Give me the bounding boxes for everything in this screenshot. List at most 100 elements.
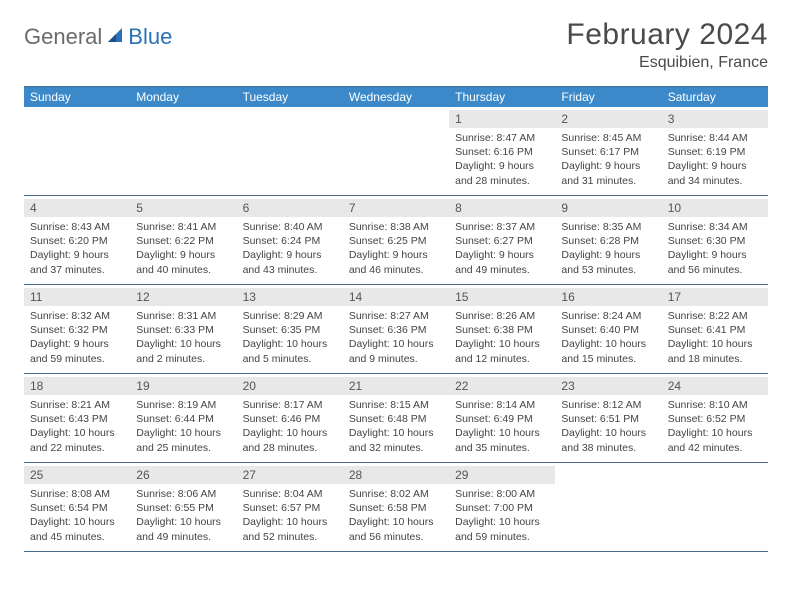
day-number: 6 [237, 199, 343, 217]
sunrise-text: Sunrise: 8:41 AM [136, 220, 230, 234]
daylight-text: Daylight: 10 hours and 56 minutes. [349, 515, 443, 543]
day-details: Sunrise: 8:15 AMSunset: 6:48 PMDaylight:… [349, 398, 443, 455]
sunset-text: Sunset: 6:36 PM [349, 323, 443, 337]
day-number: 17 [662, 288, 768, 306]
day-number: 21 [343, 377, 449, 395]
day-details: Sunrise: 8:14 AMSunset: 6:49 PMDaylight:… [455, 398, 549, 455]
daylight-text: Daylight: 9 hours and 56 minutes. [668, 248, 762, 276]
daylight-text: Daylight: 10 hours and 28 minutes. [243, 426, 337, 454]
day-header: Tuesday [237, 87, 343, 108]
day-details: Sunrise: 8:02 AMSunset: 6:58 PMDaylight:… [349, 487, 443, 544]
daylight-text: Daylight: 9 hours and 31 minutes. [561, 159, 655, 187]
daylight-text: Daylight: 9 hours and 40 minutes. [136, 248, 230, 276]
day-cell [555, 463, 661, 552]
daylight-text: Daylight: 9 hours and 28 minutes. [455, 159, 549, 187]
day-number: 27 [237, 466, 343, 484]
day-cell: 26Sunrise: 8:06 AMSunset: 6:55 PMDayligh… [130, 463, 236, 552]
sunset-text: Sunset: 6:22 PM [136, 234, 230, 248]
daylight-text: Daylight: 10 hours and 2 minutes. [136, 337, 230, 365]
daylight-text: Daylight: 9 hours and 59 minutes. [30, 337, 124, 365]
day-details: Sunrise: 8:41 AMSunset: 6:22 PMDaylight:… [136, 220, 230, 277]
daylight-text: Daylight: 10 hours and 5 minutes. [243, 337, 337, 365]
day-cell: 28Sunrise: 8:02 AMSunset: 6:58 PMDayligh… [343, 463, 449, 552]
daylight-text: Daylight: 10 hours and 18 minutes. [668, 337, 762, 365]
daylight-text: Daylight: 10 hours and 59 minutes. [455, 515, 549, 543]
day-cell: 18 Sunrise: 8:21 AMSunset: 6:43 PMDayligh… [24, 374, 130, 463]
day-details: Sunrise: 8:12 AMSunset: 6:51 PMDaylight:… [561, 398, 655, 455]
day-cell: 12Sunrise: 8:31 AMSunset: 6:33 PMDayligh… [130, 285, 236, 374]
logo-text-blue: Blue [128, 24, 172, 50]
day-details: Sunrise: 8:22 AMSunset: 6:41 PMDaylight:… [668, 309, 762, 366]
day-header: Sunday [24, 87, 130, 108]
day-details: Sunrise: 8:00 AMSunset: 7:00 PMDaylight:… [455, 487, 549, 544]
day-number: 3 [662, 110, 768, 128]
day-details: Sunrise: 8:45 AMSunset: 6:17 PMDaylight:… [561, 131, 655, 188]
sunrise-text: Sunrise: 8:17 AM [243, 398, 337, 412]
sunset-text: Sunset: 6:30 PM [668, 234, 762, 248]
month-title: February 2024 [566, 18, 768, 52]
sunset-text: Sunset: 6:49 PM [455, 412, 549, 426]
day-details: Sunrise: 8:44 AMSunset: 6:19 PMDaylight:… [668, 131, 762, 188]
sunrise-text: Sunrise: 8:00 AM [455, 487, 549, 501]
day-cell: 8Sunrise: 8:37 AMSunset: 6:27 PMDaylight… [449, 196, 555, 285]
day-number: 24 [662, 377, 768, 395]
sunset-text: Sunset: 6:44 PM [136, 412, 230, 426]
day-cell [237, 107, 343, 196]
sunrise-text: Sunrise: 8:35 AM [561, 220, 655, 234]
sunrise-text: Sunrise: 8:10 AM [668, 398, 762, 412]
sunset-text: Sunset: 6:35 PM [243, 323, 337, 337]
day-cell: 9Sunrise: 8:35 AMSunset: 6:28 PMDaylight… [555, 196, 661, 285]
sunrise-text: Sunrise: 8:37 AM [455, 220, 549, 234]
day-number: 25 [24, 466, 130, 484]
logo-sail-icon [106, 26, 126, 49]
sunrise-text: Sunrise: 8:21 AM [30, 398, 124, 412]
sunrise-text: Sunrise: 8:14 AM [455, 398, 549, 412]
day-cell: 4Sunrise: 8:43 AMSunset: 6:20 PMDaylight… [24, 196, 130, 285]
day-details: Sunrise: 8:10 AMSunset: 6:52 PMDaylight:… [668, 398, 762, 455]
day-cell: 29Sunrise: 8:00 AMSunset: 7:00 PMDayligh… [449, 463, 555, 552]
sunset-text: Sunset: 6:16 PM [455, 145, 549, 159]
day-header: Wednesday [343, 87, 449, 108]
day-details: Sunrise: 8:37 AMSunset: 6:27 PMDaylight:… [455, 220, 549, 277]
day-details: Sunrise: 8:21 AMSunset: 6:43 PMDaylight:… [30, 398, 124, 455]
day-cell: 10Sunrise: 8:34 AMSunset: 6:30 PMDayligh… [662, 196, 768, 285]
sunrise-text: Sunrise: 8:40 AM [243, 220, 337, 234]
day-details: Sunrise: 8:19 AMSunset: 6:44 PMDaylight:… [136, 398, 230, 455]
day-details: Sunrise: 8:32 AMSunset: 6:32 PMDaylight:… [30, 309, 124, 366]
day-details: Sunrise: 8:26 AMSunset: 6:38 PMDaylight:… [455, 309, 549, 366]
day-details: Sunrise: 8:17 AMSunset: 6:46 PMDaylight:… [243, 398, 337, 455]
sunrise-text: Sunrise: 8:19 AM [136, 398, 230, 412]
day-details: Sunrise: 8:40 AMSunset: 6:24 PMDaylight:… [243, 220, 337, 277]
day-number: 18 [24, 377, 130, 395]
daylight-text: Daylight: 9 hours and 37 minutes. [30, 248, 124, 276]
day-cell: 21 Sunrise: 8:15 AMSunset: 6:48 PMDayligh… [343, 374, 449, 463]
sunset-text: Sunset: 6:19 PM [668, 145, 762, 159]
sunrise-text: Sunrise: 8:31 AM [136, 309, 230, 323]
week-row: 18Sunrise: 8:21 AMSunset: 6:43 PMDayligh… [24, 374, 768, 463]
day-number: 11 [24, 288, 130, 306]
day-details: Sunrise: 8:35 AMSunset: 6:28 PMDaylight:… [561, 220, 655, 277]
day-details: Sunrise: 8:29 AMSunset: 6:35 PMDaylight:… [243, 309, 337, 366]
sunrise-text: Sunrise: 8:24 AM [561, 309, 655, 323]
sunset-text: Sunset: 6:40 PM [561, 323, 655, 337]
daylight-text: Daylight: 10 hours and 12 minutes. [455, 337, 549, 365]
logo-text-general: General [24, 24, 102, 50]
day-header-row: Sunday Monday Tuesday Wednesday Thursday… [24, 87, 768, 108]
day-number: 19 [130, 377, 236, 395]
sunrise-text: Sunrise: 8:32 AM [30, 309, 124, 323]
sunset-text: Sunset: 6:46 PM [243, 412, 337, 426]
day-number: 4 [24, 199, 130, 217]
day-cell: 16Sunrise: 8:24 AMSunset: 6:40 PMDayligh… [555, 285, 661, 374]
daylight-text: Daylight: 10 hours and 9 minutes. [349, 337, 443, 365]
daylight-text: Daylight: 9 hours and 49 minutes. [455, 248, 549, 276]
day-details: Sunrise: 8:08 AMSunset: 6:54 PMDaylight:… [30, 487, 124, 544]
sunset-text: Sunset: 6:43 PM [30, 412, 124, 426]
day-cell: 27Sunrise: 8:04 AMSunset: 6:57 PMDayligh… [237, 463, 343, 552]
day-details: Sunrise: 8:27 AMSunset: 6:36 PMDaylight:… [349, 309, 443, 366]
sunset-text: Sunset: 6:38 PM [455, 323, 549, 337]
day-number: 5 [130, 199, 236, 217]
sunset-text: Sunset: 6:55 PM [136, 501, 230, 515]
daylight-text: Daylight: 10 hours and 32 minutes. [349, 426, 443, 454]
week-row: 11 Sunrise: 8:32 AMSunset: 6:32 PMDayligh… [24, 285, 768, 374]
day-number: 1 [449, 110, 555, 128]
